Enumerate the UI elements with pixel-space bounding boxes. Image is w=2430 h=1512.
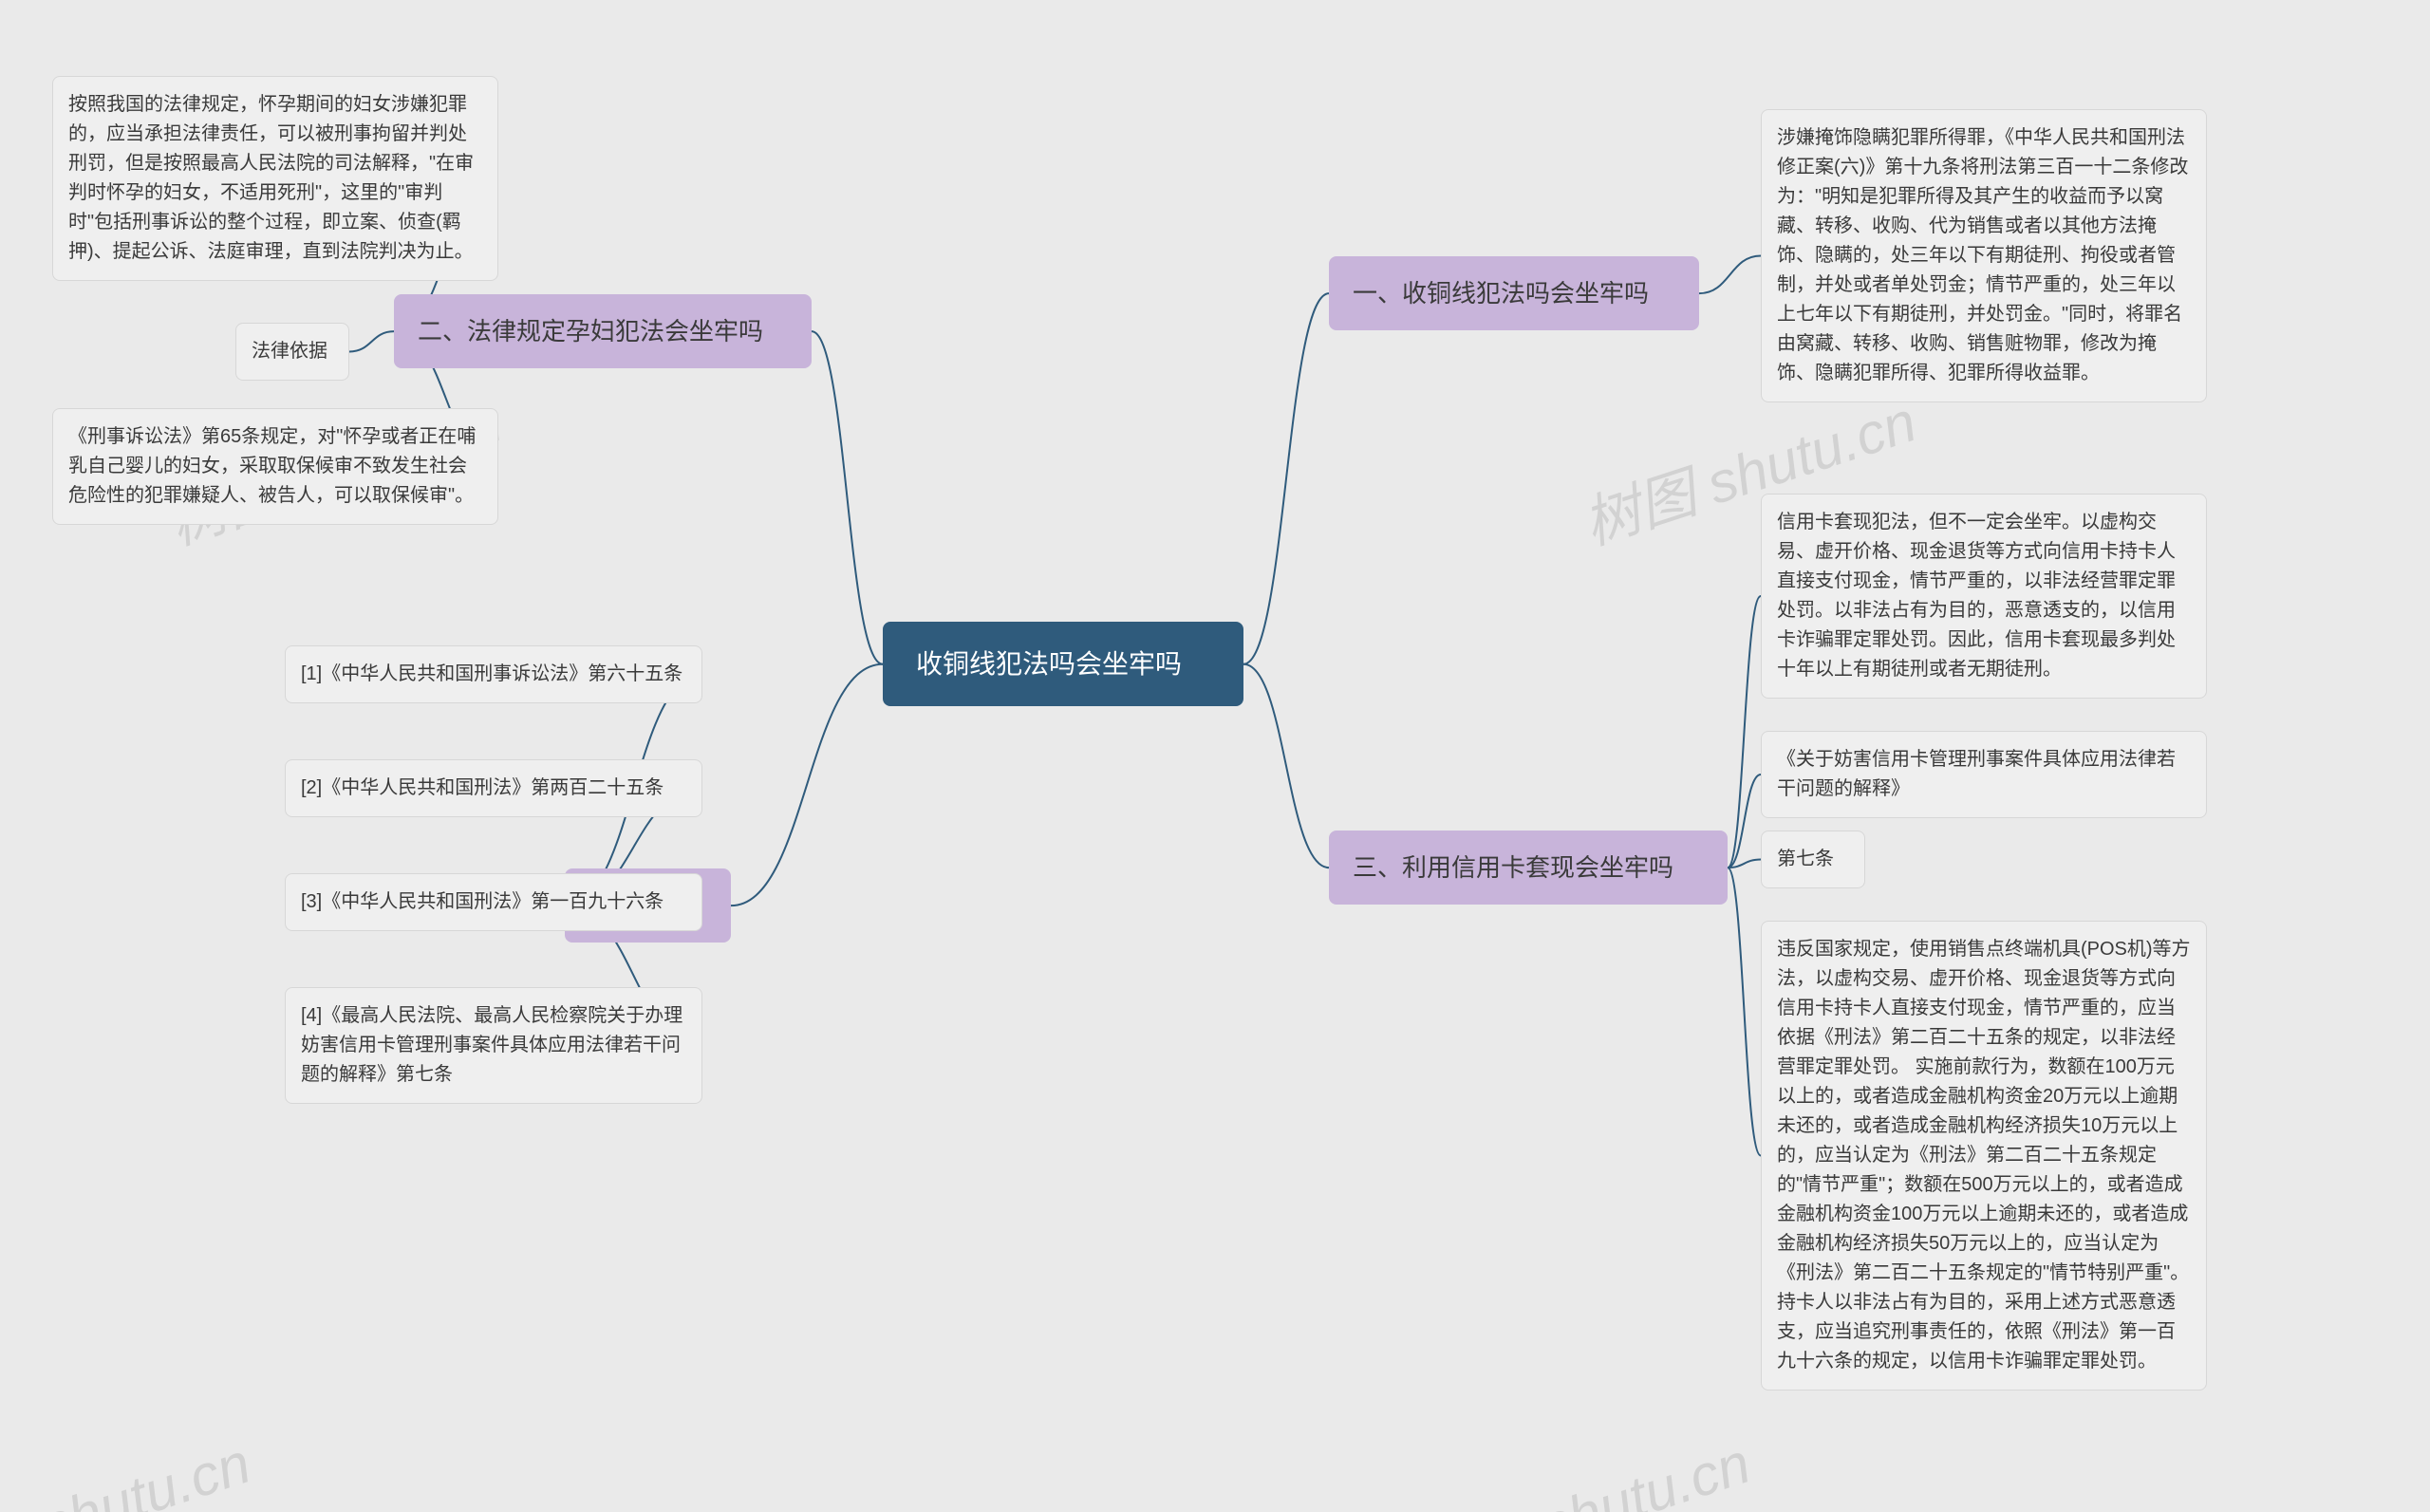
branch-node-2[interactable]: 二、法律规定孕妇犯法会坐牢吗 xyxy=(394,294,812,368)
leaf-node[interactable]: 涉嫌掩饰隐瞒犯罪所得罪，《中华人民共和国刑法修正案(六)》第十九条将刑法第三百一… xyxy=(1761,109,2207,402)
leaf-node[interactable]: [1]《中华人民共和国刑事诉讼法》第六十五条 xyxy=(285,645,702,703)
leaf-node[interactable]: [4]《最高人民法院、最高人民检察院关于办理妨害信用卡管理刑事案件具体应用法律若… xyxy=(285,987,702,1104)
branch-node-3[interactable]: 三、利用信用卡套现会坐牢吗 xyxy=(1329,831,1728,905)
leaf-node[interactable]: 信用卡套现犯法，但不一定会坐牢。以虚构交易、虚开价格、现金退货等方式向信用卡持卡… xyxy=(1761,494,2207,699)
leaf-node[interactable]: 第七条 xyxy=(1761,831,1865,888)
watermark: shutu.cn xyxy=(33,1430,258,1512)
branch-node-1[interactable]: 一、收铜线犯法吗会坐牢吗 xyxy=(1329,256,1699,330)
leaf-node[interactable]: 违反国家规定，使用销售点终端机具(POS机)等方法，以虚构交易、虚开价格、现金退… xyxy=(1761,921,2207,1391)
leaf-node[interactable]: 《刑事诉讼法》第65条规定，对"怀孕或者正在哺乳自己婴儿的妇女，采取取保候审不致… xyxy=(52,408,498,525)
leaf-node[interactable]: [2]《中华人民共和国刑法》第两百二十五条 xyxy=(285,759,702,817)
leaf-node[interactable]: 按照我国的法律规定，怀孕期间的妇女涉嫌犯罪的，应当承担法律责任，可以被刑事拘留并… xyxy=(52,76,498,281)
leaf-node[interactable]: 法律依据 xyxy=(235,323,349,381)
mindmap-root[interactable]: 收铜线犯法吗会坐牢吗 xyxy=(883,622,1243,706)
leaf-node[interactable]: [3]《中华人民共和国刑法》第一百九十六条 xyxy=(285,873,702,931)
leaf-node[interactable]: 《关于妨害信用卡管理刑事案件具体应用法律若干问题的解释》 xyxy=(1761,731,2207,818)
watermark: shutu.cn xyxy=(1533,1430,1758,1512)
